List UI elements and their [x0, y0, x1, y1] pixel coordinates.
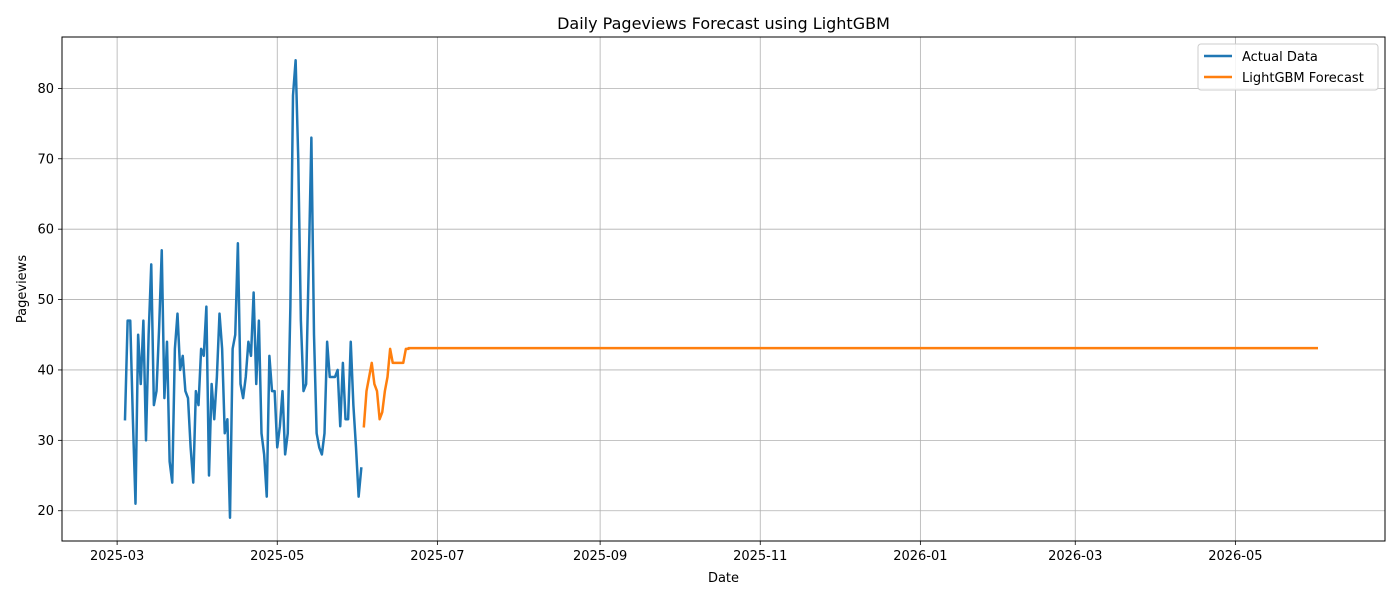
series-lines [123, 58, 1318, 520]
x-tick-label: 2026-05 [1208, 549, 1262, 564]
legend-label-actual: Actual Data [1242, 50, 1318, 65]
x-axis-label: Date [708, 571, 739, 586]
x-tick-label: 2026-03 [1048, 549, 1102, 564]
legend: Actual Data LightGBM Forecast [1197, 43, 1379, 91]
y-tick-label: 60 [37, 223, 54, 238]
y-tick-label: 20 [37, 504, 54, 519]
legend-label-forecast: LightGBM Forecast [1242, 71, 1364, 86]
x-tick-label: 2025-09 [573, 549, 627, 564]
legend-box [1197, 43, 1379, 91]
grid [62, 37, 1385, 541]
plot-area-frame [61, 36, 1386, 542]
y-tick-label: 80 [37, 82, 54, 97]
x-tick-label: 2025-07 [410, 549, 464, 564]
x-axis: 2025-03 2025-05 2025-07 2025-09 2025-11 2026-… [90, 541, 1263, 564]
y-axis: 20 30 40 50 60 70 80 [37, 82, 62, 519]
y-tick-label: 50 [37, 293, 54, 308]
x-tick-label: 2025-05 [250, 549, 304, 564]
y-axis-label: Pageviews [15, 255, 30, 323]
lightgbm-forecast-line [362, 346, 1318, 428]
actual-data-line [123, 58, 363, 520]
y-tick-label: 30 [37, 434, 54, 449]
x-tick-label: 2025-03 [90, 549, 144, 564]
chart-title: Daily Pageviews Forecast using LightGBM [557, 14, 890, 33]
x-tick-label: 2026-01 [893, 549, 947, 564]
x-tick-label: 2025-11 [733, 549, 787, 564]
y-tick-label: 40 [37, 363, 54, 378]
y-tick-label: 70 [37, 152, 54, 167]
